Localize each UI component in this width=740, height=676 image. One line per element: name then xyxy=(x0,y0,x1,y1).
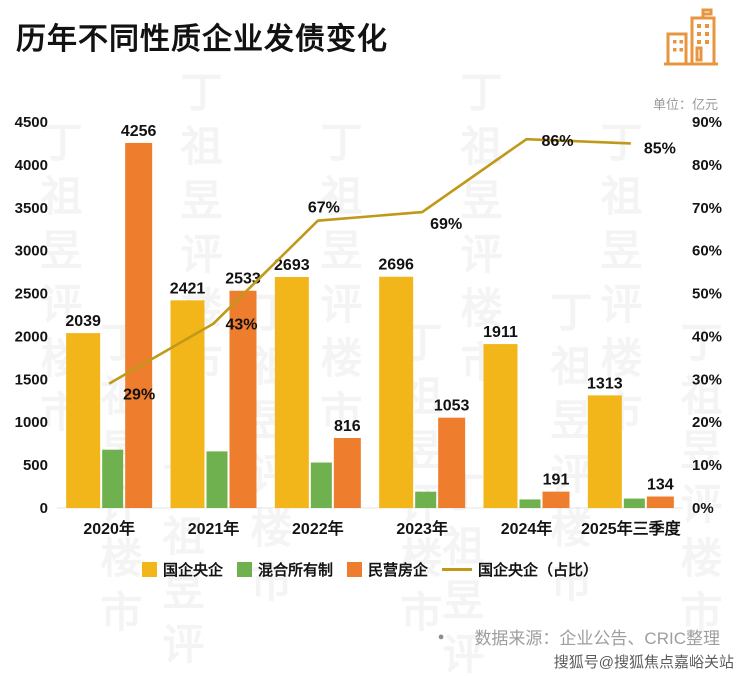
bar-混合所有制 xyxy=(623,498,645,508)
x-axis-label: 2023年 xyxy=(396,519,448,538)
line-value-label: 85% xyxy=(644,140,676,157)
x-axis-label: 2025年三季度 xyxy=(581,519,682,538)
bar-value-label: 816 xyxy=(334,418,361,435)
line-value-label: 29% xyxy=(123,387,155,404)
bar-民营房企 xyxy=(438,417,466,508)
left-axis-tick: 3500 xyxy=(15,200,48,217)
right-axis-tick: 10% xyxy=(692,457,722,474)
legend-label: 国企央企（占比） xyxy=(478,562,599,579)
line-value-label: 67% xyxy=(308,200,340,217)
ratio-line xyxy=(108,137,631,385)
bar-混合所有制 xyxy=(415,491,437,508)
bar-国企央企 xyxy=(483,344,518,508)
left-axis-tick: 1500 xyxy=(15,371,48,388)
source-bullet-icon: ● xyxy=(437,630,445,643)
bar-value-label: 4256 xyxy=(121,123,157,140)
bar-value-label: 1313 xyxy=(587,375,623,392)
bar-混合所有制 xyxy=(102,449,124,508)
right-axis-tick: 30% xyxy=(692,371,722,388)
bar-value-label: 1053 xyxy=(434,398,470,415)
bar-混合所有制 xyxy=(310,462,332,508)
legend-swatch-bar xyxy=(347,562,362,577)
bar-value-label: 2533 xyxy=(225,271,261,288)
bar-混合所有制 xyxy=(519,499,541,508)
legend-item: 混合所有制 xyxy=(236,559,333,580)
bar-国企央企 xyxy=(274,277,309,508)
legend-label: 国企央企 xyxy=(162,562,223,579)
legend-item: 民营房企 xyxy=(347,559,428,580)
bar-民营房企 xyxy=(333,438,361,508)
left-axis-tick: 4000 xyxy=(15,157,48,174)
legend-item: 国企央企（占比） xyxy=(442,559,598,580)
left-axis-tick: 3000 xyxy=(15,243,48,260)
right-axis-tick: 90% xyxy=(692,114,722,131)
legend-item: 国企央企 xyxy=(141,559,223,580)
bar-value-label: 134 xyxy=(647,477,674,494)
bar-value-label: 2693 xyxy=(274,257,310,274)
buildings-icon xyxy=(654,4,728,83)
left-axis-tick: 2000 xyxy=(15,328,48,345)
sohu-credit-label: 搜狐号@搜狐焦点嘉峪关站 xyxy=(553,654,734,671)
bar-value-label: 191 xyxy=(543,472,570,489)
right-axis-tick: 80% xyxy=(692,157,722,174)
bar-混合所有制 xyxy=(206,451,228,508)
left-axis-tick: 4500 xyxy=(15,114,48,131)
left-axis-tick: 0 xyxy=(40,500,48,517)
x-axis-label: 2022年 xyxy=(292,519,344,538)
bar-value-label: 1911 xyxy=(483,324,518,341)
bar-民营房企 xyxy=(229,290,257,508)
line-value-label: 43% xyxy=(226,317,258,334)
chart-legend: 国企央企 混合所有制 民营房企 国企央企（占比） xyxy=(0,559,740,580)
bar-国企央企 xyxy=(66,333,101,508)
legend-label: 混合所有制 xyxy=(257,562,333,579)
right-axis-tick: 70% xyxy=(692,200,722,217)
bar-民营房企 xyxy=(125,142,153,508)
bond-issuance-chart: 0 500 1000 1500 2000 2500 3000 3500 4000 4500 0% 10… xyxy=(15,114,722,538)
right-axis-tick: 0% xyxy=(692,500,714,517)
right-axis-tick: 50% xyxy=(692,286,722,303)
bar-民营房企 xyxy=(646,496,674,508)
x-axis-label: 2020年 xyxy=(83,519,135,538)
chart-area: 0 500 1000 1500 2000 2500 3000 3500 4000 4500 0% 10… xyxy=(0,110,740,557)
legend-swatch-line xyxy=(442,568,473,571)
legend-swatch-bar xyxy=(141,562,157,577)
right-axis-tick: 60% xyxy=(692,243,722,260)
bar-国企央企 xyxy=(587,395,622,508)
bar-民营房企 xyxy=(542,491,570,508)
line-value-label: 69% xyxy=(430,216,462,233)
left-axis-tick: 1000 xyxy=(15,414,48,431)
right-axis-tick: 20% xyxy=(692,414,722,431)
bar-value-label: 2421 xyxy=(170,280,206,297)
bar-国企央企 xyxy=(170,300,205,508)
right-axis-tick: 40% xyxy=(692,328,722,345)
legend-label: 民营房企 xyxy=(368,562,429,579)
source-row: ● 数据来源：企业公告、CRIC整理 xyxy=(0,624,740,649)
legend-swatch-bar xyxy=(236,562,252,577)
x-axis-label: 2024年 xyxy=(501,519,553,538)
x-axis-label: 2021年 xyxy=(188,519,240,538)
left-axis-tick: 2500 xyxy=(15,286,48,303)
page-title: 历年不同性质企业发债变化 xyxy=(16,23,388,56)
bar-value-label: 2039 xyxy=(65,313,101,330)
line-value-label: 86% xyxy=(542,133,574,150)
bar-国企央企 xyxy=(379,276,414,508)
bar-value-label: 2696 xyxy=(378,257,414,274)
unit-label: 单位：亿元 xyxy=(652,97,718,112)
left-axis-tick: 500 xyxy=(23,457,48,474)
source-label: 数据来源：企业公告、CRIC整理 xyxy=(474,629,720,648)
